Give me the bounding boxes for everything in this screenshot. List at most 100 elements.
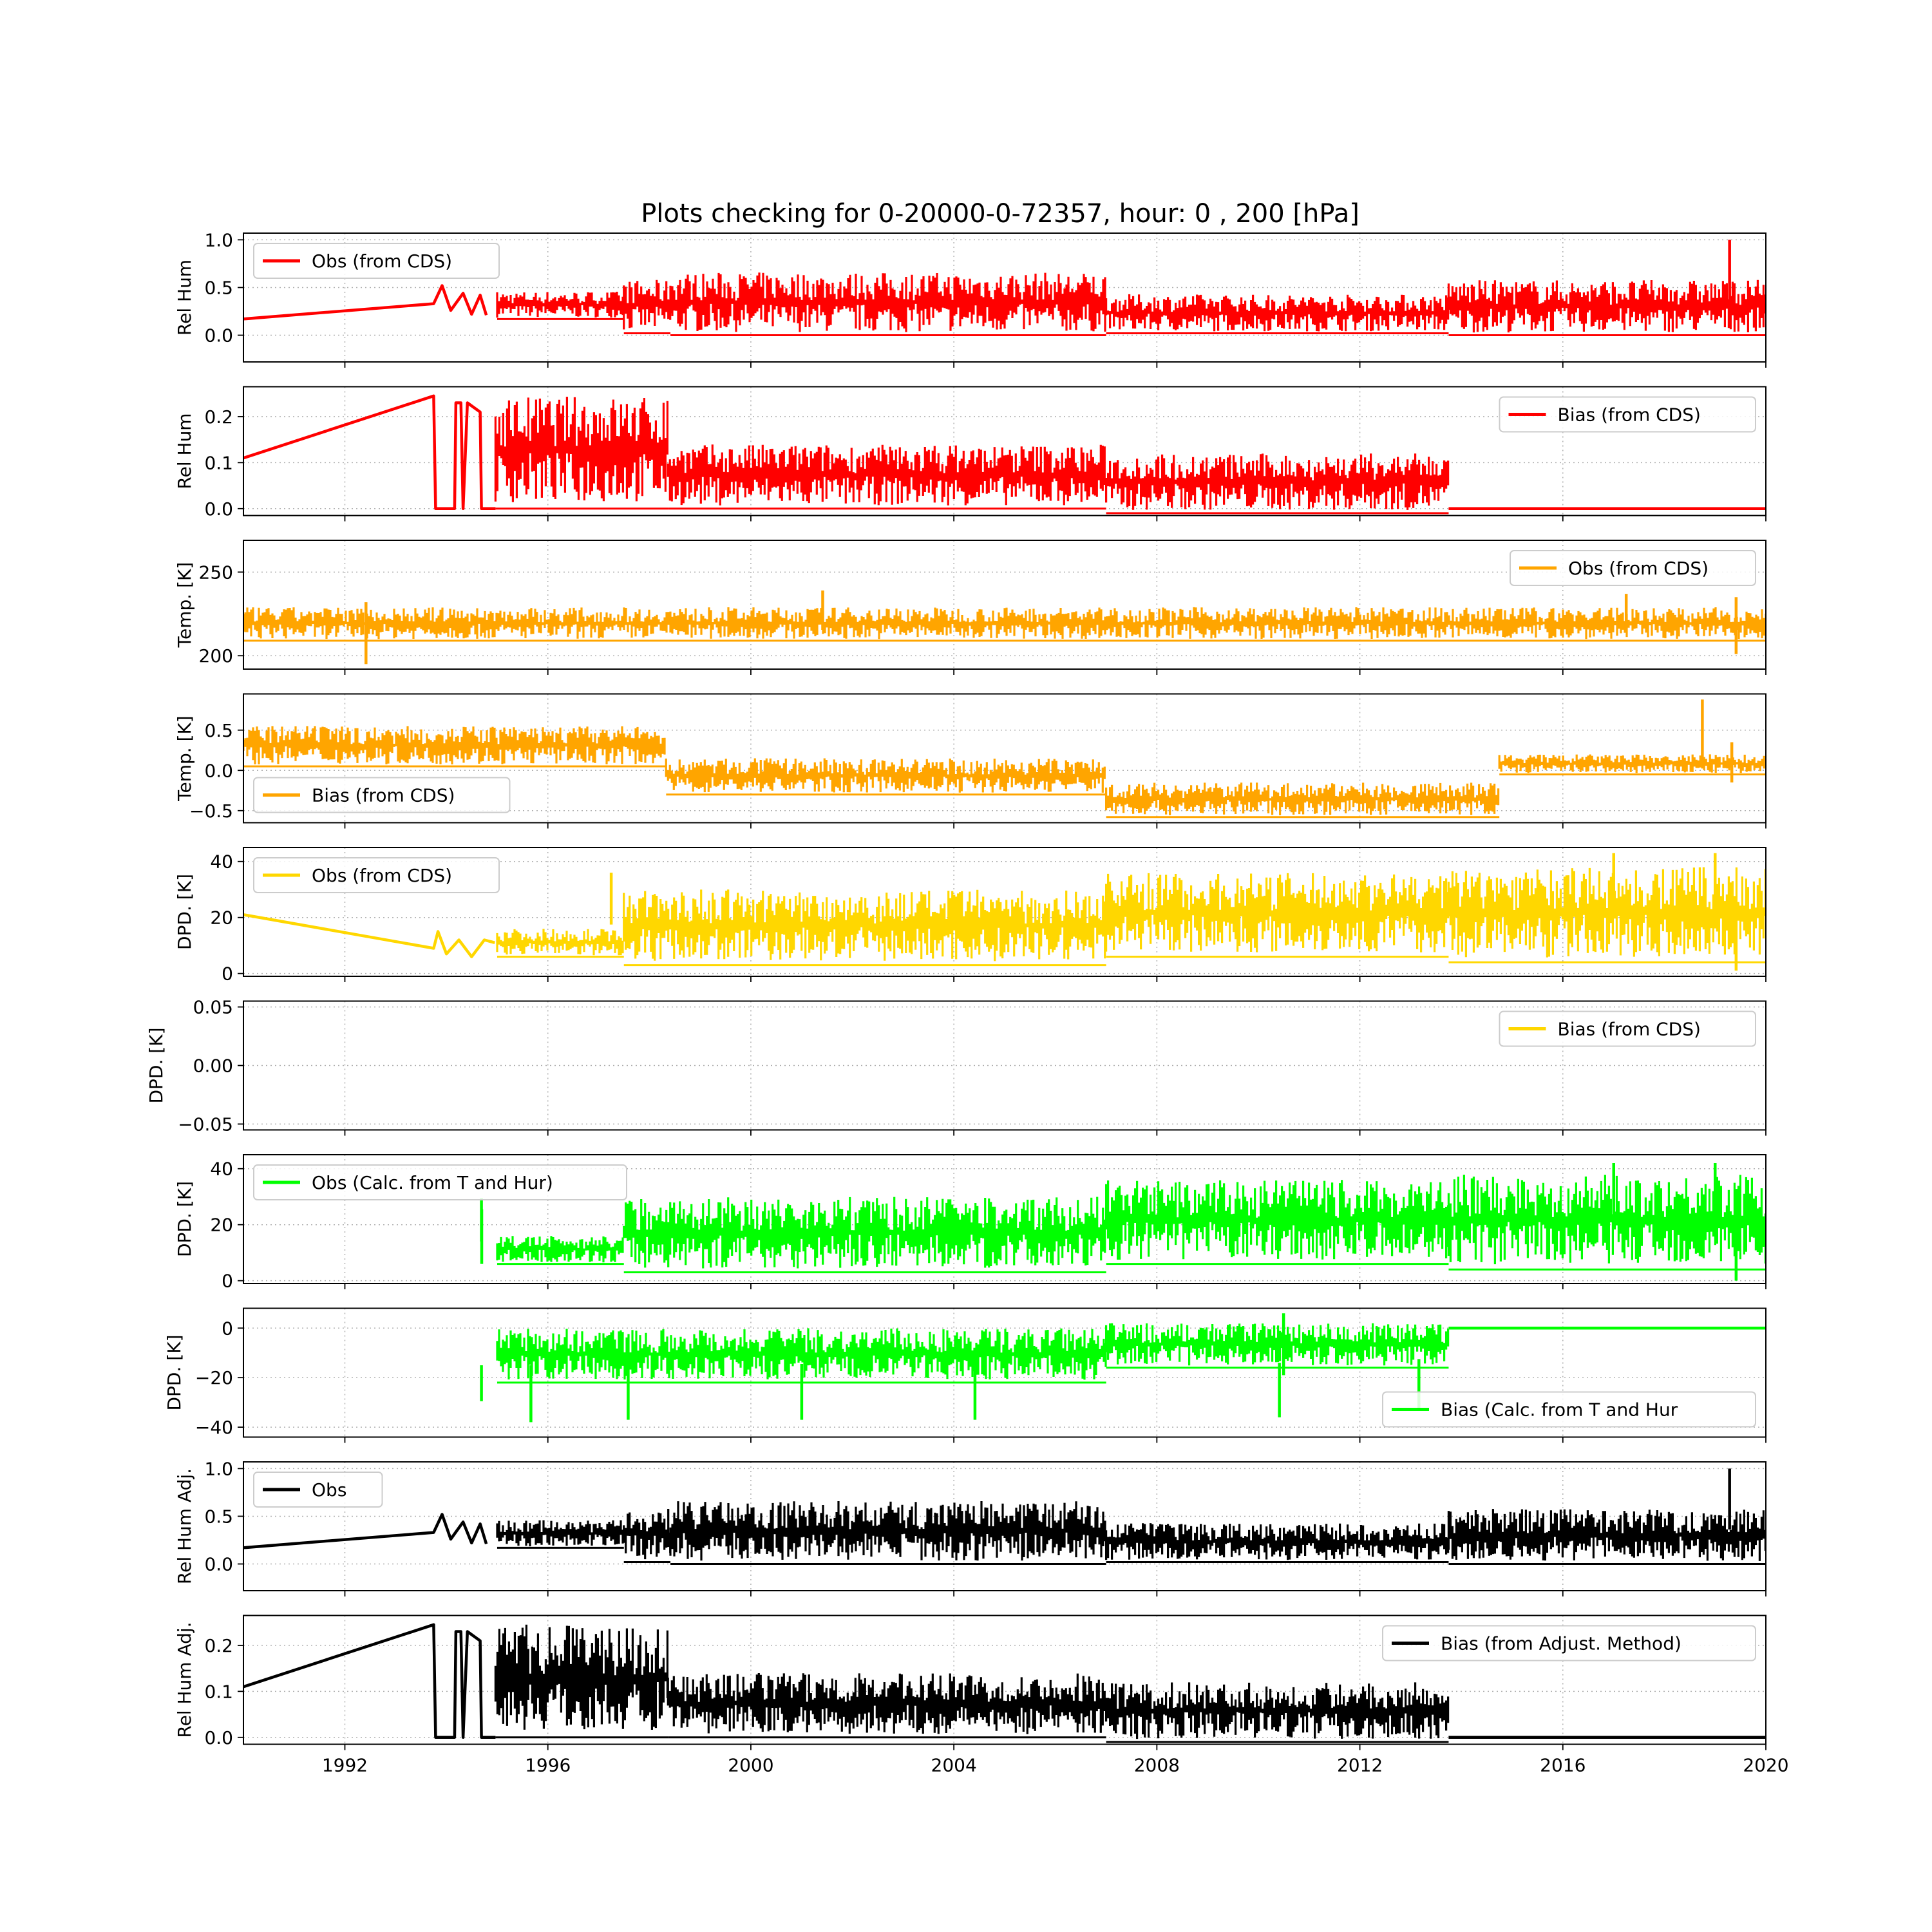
y-tick-label: 0.2 bbox=[204, 406, 233, 428]
axes-frame bbox=[243, 386, 1766, 516]
series-line bbox=[243, 913, 495, 958]
series-band bbox=[667, 1673, 1106, 1734]
subplot-10: 1992 1996 2000 2004 2008 2012 2016 2020 0.0 0.1 0.… bbox=[174, 1615, 1789, 1776]
plot-area bbox=[243, 240, 1766, 337]
series-band bbox=[1447, 279, 1766, 333]
legend-box bbox=[1499, 396, 1756, 433]
y-tick-label: 0.0 bbox=[204, 325, 233, 346]
series-band bbox=[1105, 782, 1500, 815]
legend-label: Obs (from CDS) bbox=[1568, 558, 1709, 579]
legend-box bbox=[1510, 550, 1756, 586]
y-tick-label: 0.05 bbox=[193, 997, 233, 1018]
legend-label: Bias (from CDS) bbox=[1558, 404, 1701, 426]
series-band bbox=[623, 1197, 1106, 1269]
y-tick-label: 0 bbox=[222, 1271, 233, 1292]
x-tick-label: 2008 bbox=[1134, 1755, 1180, 1776]
axes-frame bbox=[243, 540, 1766, 670]
plot-area bbox=[243, 1468, 1766, 1566]
y-axis-label: DPD. [K] bbox=[146, 1027, 167, 1103]
y-tick-label: 40 bbox=[210, 1159, 233, 1180]
subplot-6: −0.05 0.00 0.05 DPD. [K] Bias (from CDS) bbox=[146, 997, 1766, 1136]
series-band bbox=[1105, 1523, 1450, 1560]
legend-label: Obs (from CDS) bbox=[312, 251, 452, 272]
series-band bbox=[496, 929, 624, 956]
series-line bbox=[243, 394, 496, 511]
axes-frame bbox=[243, 847, 1766, 977]
series-band bbox=[669, 1501, 1106, 1561]
series-band bbox=[1105, 1180, 1450, 1260]
series-band bbox=[1105, 873, 1450, 952]
series-band bbox=[667, 444, 1106, 506]
y-tick-label: −40 bbox=[195, 1417, 233, 1438]
legend-box bbox=[253, 777, 511, 813]
subplot-7: 0 20 40 DPD. [K] Obs (Calc. from T and Hur) bbox=[174, 1154, 1766, 1292]
y-tick-label: 40 bbox=[210, 851, 233, 873]
subplot-4: −0.5 0.0 0.5 Temp. [K] Bias (from CDS) bbox=[174, 693, 1766, 829]
plot-area bbox=[243, 853, 1766, 971]
legend-label: Obs (from CDS) bbox=[312, 865, 452, 886]
axes-frame bbox=[243, 1154, 1766, 1284]
series-band bbox=[623, 279, 672, 330]
legend-box bbox=[253, 1472, 383, 1508]
axes-frame bbox=[243, 232, 1766, 363]
y-tick-label: −0.05 bbox=[178, 1113, 233, 1135]
y-tick-label: 200 bbox=[199, 645, 233, 667]
legend: Obs (from CDS) bbox=[1510, 550, 1756, 586]
series-band bbox=[494, 397, 668, 502]
series-band bbox=[623, 1509, 672, 1560]
legend: Bias (from CDS) bbox=[1499, 396, 1756, 433]
y-tick-label: −20 bbox=[195, 1367, 233, 1388]
series-band bbox=[669, 272, 1106, 332]
y-tick-label: 0.5 bbox=[204, 277, 233, 298]
legend-label: Obs (Calc. from T and Hur) bbox=[312, 1172, 553, 1193]
x-tick-label: 2000 bbox=[728, 1755, 773, 1776]
x-tick-label: 1992 bbox=[322, 1755, 368, 1776]
plot-area bbox=[243, 590, 1766, 665]
plot-area bbox=[243, 1623, 1766, 1743]
series-band bbox=[1447, 867, 1766, 958]
y-tick-label: 20 bbox=[210, 907, 233, 929]
legend-box bbox=[253, 243, 500, 279]
y-tick-label: 0.1 bbox=[204, 452, 233, 473]
axes-frame bbox=[243, 693, 1766, 824]
subplot-8: −40 −20 0 DPD. [K] Bias (Calc. from T and Hu… bbox=[164, 1307, 1766, 1443]
series-line bbox=[243, 1623, 496, 1739]
y-tick-label: 250 bbox=[199, 562, 233, 583]
y-axis-label: Temp. [K] bbox=[174, 715, 195, 802]
subplot-5: 0 20 40 DPD. [K] Obs (from CDS) bbox=[174, 847, 1766, 985]
y-axis-label: DPD. [K] bbox=[174, 874, 195, 950]
legend-box bbox=[1382, 1625, 1756, 1662]
legend-box bbox=[253, 857, 500, 893]
series-band bbox=[243, 607, 1766, 639]
series-band bbox=[1105, 453, 1450, 510]
legend: Obs (Calc. from T and Hur) bbox=[253, 1164, 627, 1200]
x-tick-label: 2016 bbox=[1540, 1755, 1586, 1776]
series-band bbox=[665, 758, 1106, 793]
plot-area bbox=[243, 394, 1766, 515]
legend-box bbox=[253, 1164, 627, 1200]
y-axis-label: Temp. [K] bbox=[174, 562, 195, 649]
y-axis-label: Rel Hum Adj. bbox=[174, 1622, 195, 1738]
series-band bbox=[623, 889, 1106, 961]
plot-area bbox=[243, 699, 1766, 819]
subplot-1: 0.0 0.5 1.0 Rel Hum Obs (from CDS) bbox=[174, 229, 1766, 368]
legend: Bias (from Adjust. Method) bbox=[1382, 1625, 1756, 1662]
y-tick-label: 0 bbox=[222, 963, 233, 985]
legend-label: Bias (Calc. from T and Hur bbox=[1441, 1399, 1678, 1421]
axes-frame bbox=[243, 1615, 1766, 1745]
series-band bbox=[1447, 1175, 1766, 1265]
y-tick-label: −0.5 bbox=[189, 800, 233, 822]
series-band bbox=[1105, 1682, 1450, 1739]
figure-title: Plots checking for 0-20000-0-72357, hour… bbox=[641, 199, 1359, 229]
legend: Obs (from CDS) bbox=[253, 243, 500, 279]
y-tick-label: 0.5 bbox=[204, 720, 233, 741]
y-tick-label: 0.2 bbox=[204, 1635, 233, 1656]
x-tick-label: 1996 bbox=[525, 1755, 571, 1776]
axes-frame bbox=[243, 1307, 1766, 1438]
legend-label: Bias (from CDS) bbox=[312, 785, 455, 806]
series-band bbox=[1105, 1323, 1450, 1366]
series-band bbox=[1447, 1509, 1766, 1561]
legend-label: Bias (from CDS) bbox=[1558, 1019, 1701, 1040]
series-band bbox=[496, 1236, 624, 1263]
